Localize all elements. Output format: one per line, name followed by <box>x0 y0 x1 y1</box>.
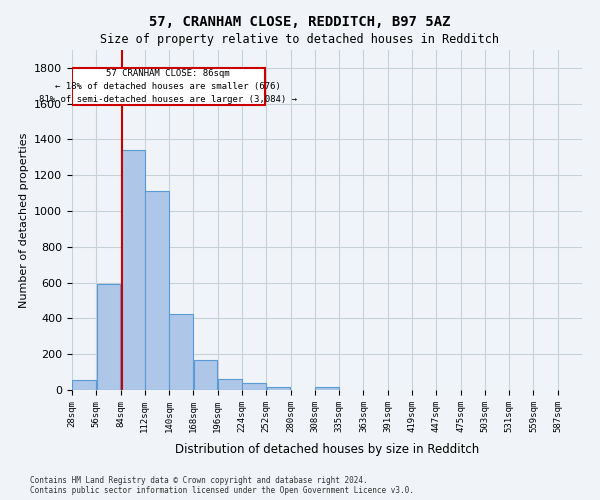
Text: 57 CRANHAM CLOSE: 86sqm
← 18% of detached houses are smaller (676)
81% of semi-d: 57 CRANHAM CLOSE: 86sqm ← 18% of detache… <box>39 69 297 104</box>
Bar <box>194 360 217 390</box>
Bar <box>218 380 242 390</box>
Text: Size of property relative to detached houses in Redditch: Size of property relative to detached ho… <box>101 32 499 46</box>
Y-axis label: Number of detached properties: Number of detached properties <box>19 132 29 308</box>
FancyBboxPatch shape <box>72 68 265 106</box>
Bar <box>97 284 121 390</box>
Bar <box>169 314 193 390</box>
Bar <box>242 383 266 390</box>
Text: 57, CRANHAM CLOSE, REDDITCH, B97 5AZ: 57, CRANHAM CLOSE, REDDITCH, B97 5AZ <box>149 15 451 29</box>
Bar <box>121 150 145 390</box>
X-axis label: Distribution of detached houses by size in Redditch: Distribution of detached houses by size … <box>175 443 479 456</box>
Bar <box>266 388 290 390</box>
Text: Contains HM Land Registry data © Crown copyright and database right 2024.
Contai: Contains HM Land Registry data © Crown c… <box>30 476 414 495</box>
Bar <box>72 380 96 390</box>
Bar <box>145 192 169 390</box>
Bar <box>315 388 339 390</box>
